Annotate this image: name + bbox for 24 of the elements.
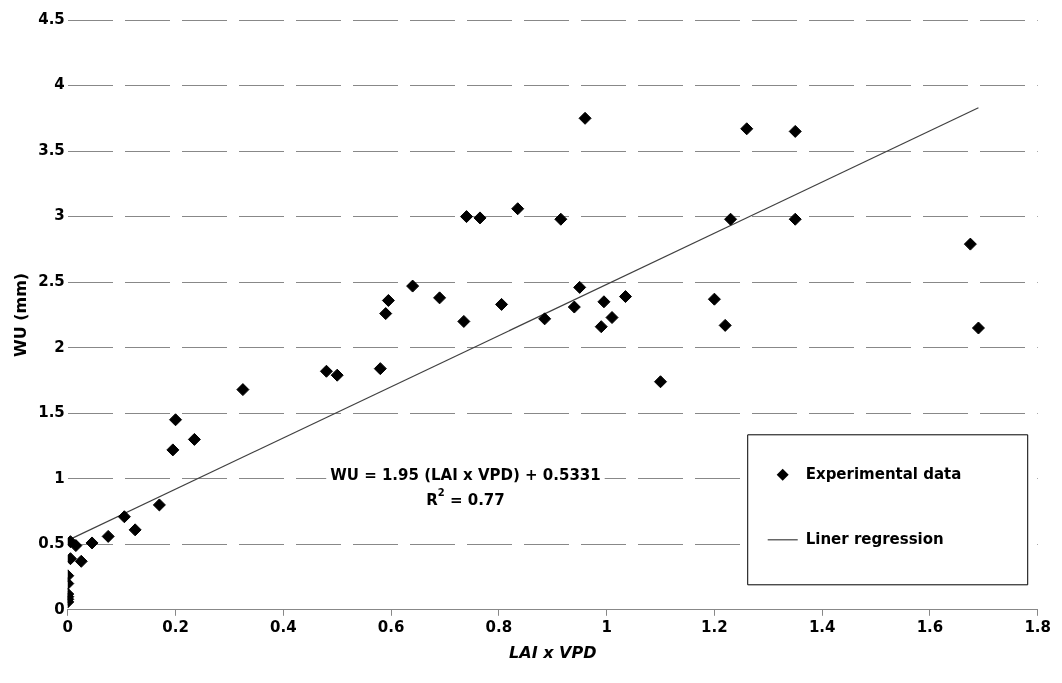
y-tick-label: 4.5 xyxy=(38,9,65,28)
x-tick-label: 0.2 xyxy=(162,617,189,636)
y-tick-label: 0 xyxy=(54,599,65,618)
y-tick-label: 2.5 xyxy=(38,272,65,291)
x-axis-title: LAI x VPD xyxy=(509,642,597,662)
y-tick-label: 0.5 xyxy=(38,534,65,553)
x-tick-label: 0.4 xyxy=(270,617,297,636)
x-tick-label: 1.8 xyxy=(1024,617,1051,636)
x-tick-label: 1 xyxy=(601,617,612,636)
legend-label: Liner regression xyxy=(805,529,944,548)
annotation: WU = 1.95 (LAI x VPD) + 0.5331 xyxy=(330,465,601,484)
x-tick-label: 1.4 xyxy=(808,617,836,636)
y-tick-label: 2 xyxy=(54,337,65,356)
y-tick-label: 1 xyxy=(54,468,65,487)
y-tick-label: 3 xyxy=(54,206,65,225)
y-tick-label: 4 xyxy=(54,75,65,94)
legend-label: Experimental data xyxy=(805,464,962,483)
y-tick-label: 3.5 xyxy=(38,140,65,159)
x-tick-label: 1.6 xyxy=(916,617,944,636)
y-tick-label: 1.5 xyxy=(38,403,65,422)
x-tick-label: 0.6 xyxy=(377,617,405,636)
x-tick-label: 1.2 xyxy=(701,617,728,636)
x-tick-label: 0.8 xyxy=(485,617,513,636)
y-axis-title: WU (mm) xyxy=(10,272,30,357)
